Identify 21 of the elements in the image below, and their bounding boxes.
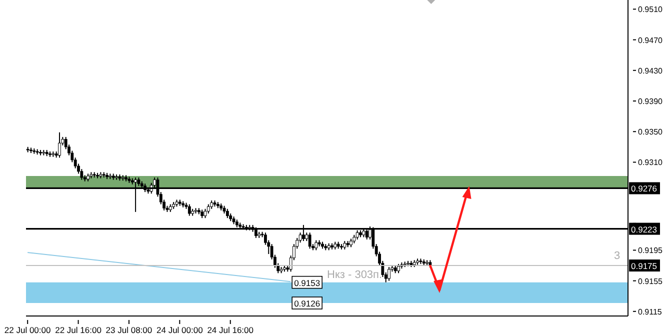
- x-tick-label: 22 Jul 16:00: [55, 325, 102, 334]
- x-tick-label: 24 Jul 16:00: [207, 325, 254, 334]
- y-tick-label: 0.9310: [638, 158, 664, 168]
- ref-line-label: 0.9223: [631, 224, 658, 234]
- y-tick-label: 0.9195: [638, 246, 664, 256]
- y-tick-label: 0.9155: [638, 276, 664, 286]
- annotation: Нкз - 303п.: [327, 269, 382, 281]
- annotation: 0.9126: [294, 298, 320, 308]
- y-tick-label: 0.9350: [638, 128, 664, 137]
- annotation: 3: [614, 250, 620, 262]
- y-tick-label: 0.9470: [638, 36, 664, 45]
- x-tick-label: 24 Jul 00:00: [156, 325, 204, 334]
- y-tick-label: 0.9510: [638, 5, 664, 14]
- x-tick-label: 23 Jul 08:00: [106, 325, 152, 334]
- y-tick-label: 0.9115: [638, 307, 662, 316]
- x-tick-label: 22 Jul 00:00: [4, 325, 52, 334]
- y-tick-label: 0.9430: [638, 66, 664, 76]
- ref-line-label: 0.9175: [631, 261, 658, 271]
- annotation: 0.9153: [294, 278, 320, 288]
- ref-line-label: 0.9276: [631, 184, 658, 194]
- y-tick-label: 0.9390: [638, 97, 664, 106]
